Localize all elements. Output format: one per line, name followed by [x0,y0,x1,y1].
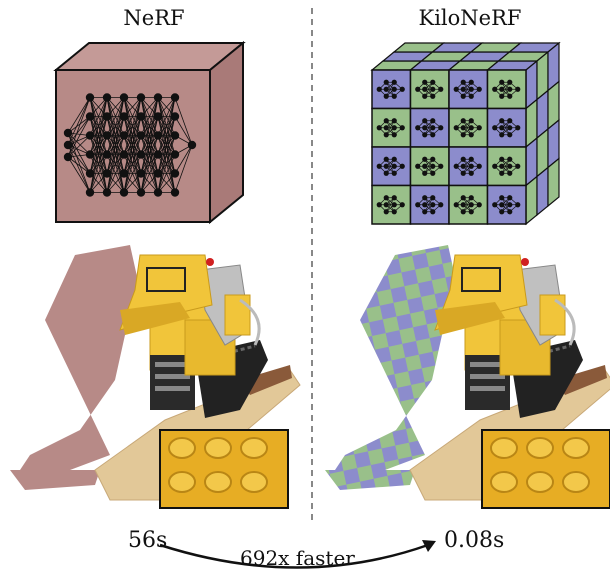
mini-network-icon [376,118,405,138]
mini-network-icon [492,156,521,176]
kilonerf-grid-cube [370,41,561,226]
arrow-head-icon [422,540,436,552]
mini-network-icon [492,195,521,215]
zoom-inset-image [159,429,289,509]
zoom-inset-image [481,429,610,509]
mini-network-icon [492,79,521,99]
kilonerf-title: KiloNeRF [418,6,522,30]
neural-network-icon [63,93,197,197]
nerf-title: NeRF [123,6,185,30]
mini-network-icon [453,195,482,215]
mini-network-icon [453,118,482,138]
nerf-time: 56s [128,528,168,553]
speedup-label: 692x faster [240,546,355,570]
nerf-render [10,245,302,509]
speedup-arrow [159,543,429,569]
mini-network-icon [492,118,521,138]
mini-network-icon [415,79,444,99]
mini-network-icon [415,156,444,176]
kilonerf-time: 0.08s [444,528,505,553]
mini-network-icon [376,156,405,176]
mini-network-icon [415,118,444,138]
mini-network-icon [453,156,482,176]
mini-network-icon [376,79,405,99]
mini-network-icon [453,79,482,99]
mini-network-icon [415,195,444,215]
mini-network-icon [376,195,405,215]
kilonerf-render [325,245,610,509]
nerf-cube [53,40,246,225]
